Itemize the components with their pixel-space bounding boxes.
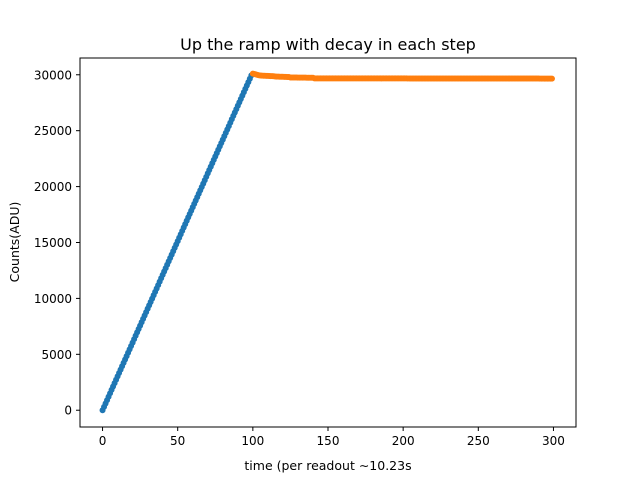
chart-title: Up the ramp with decay in each step <box>180 35 476 54</box>
y-tick-label: 20000 <box>34 180 72 194</box>
y-tick-label: 5000 <box>41 348 72 362</box>
x-tick-label: 100 <box>241 434 264 448</box>
data-point <box>548 75 555 82</box>
axis-ticks: 0 50 100 150 200 250 300 0 5000 10000 15000 20000 25… <box>34 68 565 448</box>
x-tick-label: 50 <box>170 434 185 448</box>
series-1 <box>99 72 255 414</box>
series-2 <box>249 70 555 82</box>
y-tick-label: 30000 <box>34 68 72 82</box>
x-tick-label: 300 <box>542 434 565 448</box>
x-tick-label: 200 <box>392 434 415 448</box>
y-tick-label: 25000 <box>34 124 72 138</box>
x-axis-label: time (per readout ∼10.23s <box>244 458 411 473</box>
x-tick-label: 150 <box>317 434 340 448</box>
x-tick-label: 250 <box>467 434 490 448</box>
y-tick-label: 10000 <box>34 292 72 306</box>
y-tick-label: 0 <box>64 404 72 418</box>
y-tick-label: 15000 <box>34 236 72 250</box>
axes-frame <box>79 57 577 428</box>
plot-area <box>99 70 555 414</box>
x-tick-label: 0 <box>99 434 107 448</box>
y-axis-label: Counts(ADU) <box>7 202 22 283</box>
